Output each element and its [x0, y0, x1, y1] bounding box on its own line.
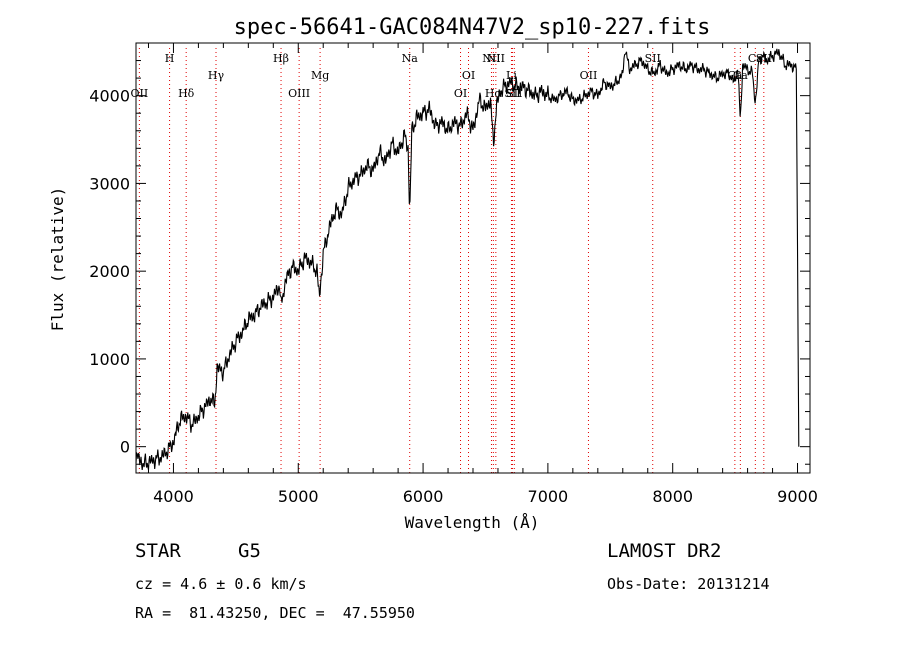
y-tick-label: 2000: [89, 262, 130, 281]
line-label: Hβ: [273, 52, 289, 65]
line-label: Hγ: [208, 69, 225, 82]
y-tick-label: 1000: [89, 350, 130, 369]
line-label: Hα: [485, 87, 503, 100]
x-tick-label: 4000: [153, 487, 194, 506]
line-label: SII: [645, 52, 661, 65]
line-label: OIII: [288, 87, 310, 100]
line-label: OII: [580, 69, 598, 82]
line-label: H: [165, 52, 175, 65]
spectral-line-labels: OIIHHδHγHβOIIIMgNaOIOINIIHαNIILiSIISIIOI…: [131, 52, 772, 100]
redshift-text: cz = 4.6 ± 0.6 km/s: [135, 575, 307, 593]
flux-series-line: [135, 48, 800, 471]
coordinates: RA = 81.43250, DEC = 47.55950: [135, 604, 415, 622]
obs-date: Obs-Date: 20131214: [607, 575, 770, 593]
x-tick-label: 9000: [777, 487, 818, 506]
x-tick-label: 5000: [278, 487, 319, 506]
y-tick-label: 3000: [89, 174, 130, 193]
plot-frame: [135, 42, 811, 474]
spectral-line-markers: [138, 48, 765, 473]
line-label: Ca: [748, 52, 763, 65]
x-tick-label: 8000: [652, 487, 693, 506]
spectral-subclass: G5: [238, 540, 261, 562]
line-label: OII: [131, 87, 149, 100]
line-label: SII: [504, 87, 520, 100]
y-axis-ticks: 0 1000 2000 3000 4000: [89, 42, 810, 465]
object-class: STAR: [135, 540, 181, 562]
line-label: OI: [462, 69, 475, 82]
survey-name: LAMOST DR2: [607, 540, 722, 562]
line-label: Hδ: [178, 87, 195, 100]
line-label: OI: [454, 87, 467, 100]
x-axis-ticks: 4000 5000 6000 7000 8000 9000: [147, 43, 818, 506]
line-label: NII: [482, 52, 500, 65]
line-label: Mg: [311, 69, 329, 82]
y-tick-label: 0: [120, 438, 130, 457]
line-label: NII: [487, 52, 505, 65]
x-axis-label: Wavelength (Å): [405, 513, 540, 532]
line-label: Na: [402, 52, 419, 65]
line-label: Li: [506, 69, 517, 82]
chart-title: spec-56641-GAC084N47V2_sp10-227.fits: [234, 15, 711, 40]
x-tick-label: 6000: [403, 487, 444, 506]
y-tick-label: 4000: [89, 87, 130, 106]
x-tick-label: 7000: [528, 487, 569, 506]
y-axis-label: Flux (relative): [48, 187, 67, 332]
